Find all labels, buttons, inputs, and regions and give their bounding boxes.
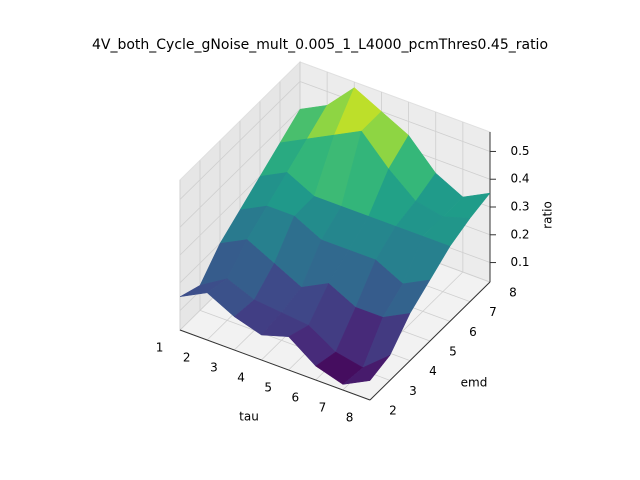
x-tick-label: 5 (264, 381, 272, 395)
x-tick-label: 7 (319, 401, 327, 415)
surface-patch (342, 355, 391, 385)
x-tick-label: 1 (156, 341, 164, 355)
y-axis-line (369, 281, 491, 401)
y-tick-label: 3 (409, 384, 417, 398)
x-tick-label: 6 (291, 391, 299, 405)
x-tick-label: 2 (183, 351, 191, 365)
x-tick-label: 8 (346, 411, 354, 425)
x-tick-label: 4 (237, 371, 245, 385)
z-tick-label: 0.1 (510, 255, 529, 269)
y-tick-label: 5 (449, 345, 457, 359)
y-tick-label: 8 (509, 286, 517, 300)
y-tick-label: 7 (489, 305, 497, 319)
y-tick-label: 6 (469, 325, 477, 339)
z-tick-label: 0.2 (510, 227, 529, 241)
y-tick-label: 4 (429, 364, 437, 378)
grid-line (299, 81, 491, 152)
z-axis-label: ratio (541, 201, 555, 229)
z-tick-label: 0.3 (510, 200, 529, 214)
y-tick-label: 2 (389, 404, 397, 418)
z-tick-label: 0.4 (510, 172, 529, 186)
x-axis-label: tau (239, 410, 259, 424)
chart-title: 4V_both_Cycle_gNoise_mult_0.005_1_L4000_… (92, 37, 548, 53)
x-axis-line (179, 329, 371, 401)
grid-line (179, 81, 301, 200)
y-axis-label: emd (461, 376, 488, 390)
grid-line (179, 108, 301, 228)
x-tick-label: 3 (210, 361, 218, 375)
z-tick-label: 0.5 (510, 144, 529, 158)
